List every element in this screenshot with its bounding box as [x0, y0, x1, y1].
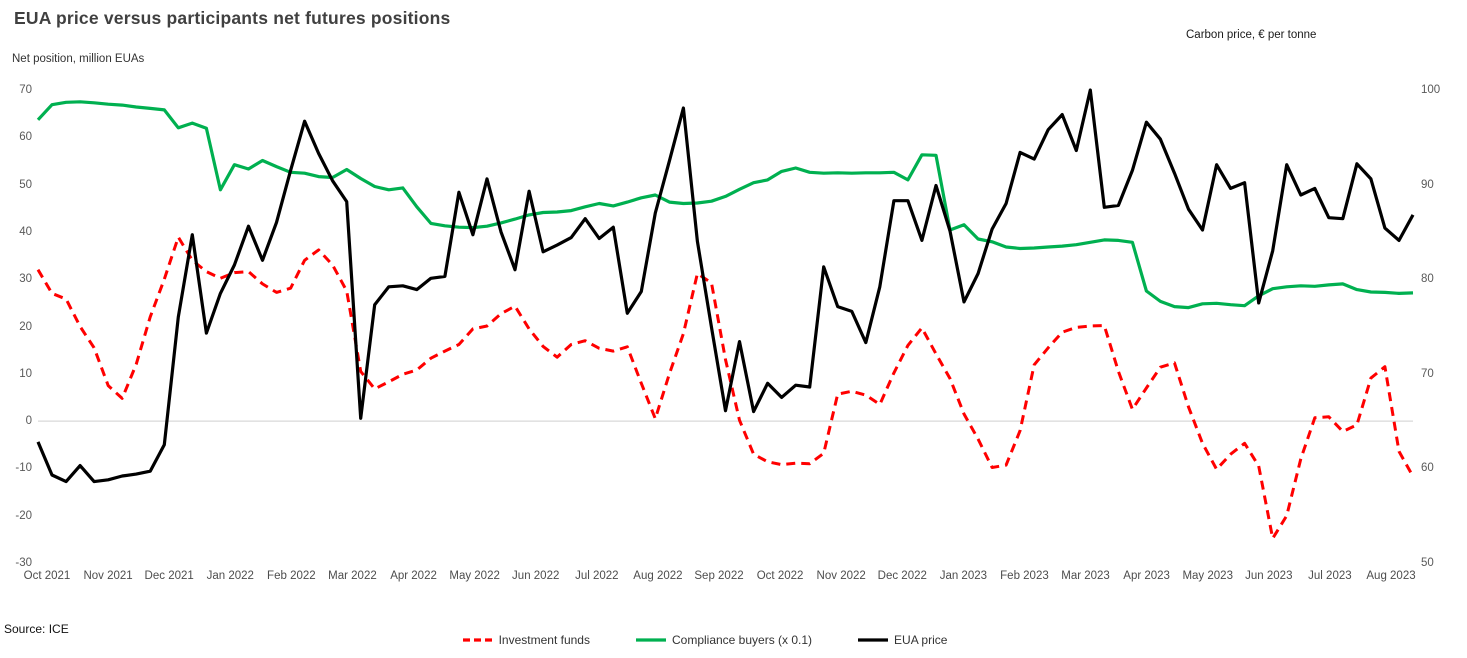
chart-title: EUA price versus participants net future… [14, 8, 451, 28]
legend-label: Investment funds [498, 633, 590, 647]
legend-swatch [858, 638, 889, 642]
x-label-apr-2022: Apr 2022 [390, 570, 437, 582]
left-axis-title: Net position, million EUAs [12, 53, 145, 65]
right-tick-60: 60 [1421, 462, 1434, 475]
right-tick-50: 50 [1421, 557, 1434, 569]
x-label-apr-2023: Apr 2023 [1123, 570, 1170, 582]
x-label-aug-2023: Aug 2023 [1366, 570, 1416, 582]
x-label-may-2023: May 2023 [1182, 570, 1233, 582]
x-label-may-2022: May 2022 [449, 570, 500, 582]
x-label-feb-2023: Feb 2023 [1000, 570, 1049, 582]
right-tick-80: 80 [1421, 273, 1434, 286]
x-label-feb-2022: Feb 2022 [267, 570, 316, 582]
x-label-jan-2022: Jan 2022 [206, 570, 254, 582]
investment-funds-line [36, 235, 1415, 540]
x-label-aug-2022: Aug 2022 [633, 570, 683, 582]
source-note: Source: ICE [4, 622, 69, 636]
left-tick-70: 70 [19, 84, 32, 96]
legend-label: Compliance buyers (x 0.1) [671, 633, 813, 647]
x-label-mar-2023: Mar 2023 [1061, 570, 1110, 582]
legend-swatch [635, 638, 666, 642]
left-tick--20: -20 [15, 509, 32, 522]
left-tick-30: 30 [19, 273, 32, 286]
x-label-oct-2021: Oct 2021 [23, 570, 71, 582]
x-label-mar-2022: Mar 2022 [328, 570, 377, 582]
x-label-nov-2022: Nov 2022 [816, 570, 866, 582]
right-axis-title: Carbon price, € per tonne [1186, 29, 1317, 41]
left-tick-60: 60 [19, 131, 32, 144]
x-label-nov-2021: Nov 2021 [83, 570, 133, 582]
left-tick--10: -10 [15, 462, 32, 475]
x-label-jul-2022: Jul 2022 [575, 570, 619, 582]
right-tick-90: 90 [1421, 178, 1434, 191]
legend-label: EUA price [894, 633, 948, 647]
left-tick-0: 0 [25, 415, 32, 428]
x-label-dec-2021: Dec 2021 [144, 570, 194, 582]
left-tick-40: 40 [19, 225, 32, 238]
x-label-jun-2023: Jun 2023 [1245, 570, 1293, 582]
legend: Investment funds Compliance buyers (x 0.1… [0, 633, 1410, 647]
x-label-jan-2023: Jan 2023 [939, 570, 988, 582]
legend-item-compliance-buyers-x-0-1-: Compliance buyers (x 0.1) [635, 633, 813, 647]
left-tick-20: 20 [19, 320, 32, 333]
left-tick--30: -30 [15, 557, 32, 569]
eua-price-line [36, 88, 1415, 484]
x-label-oct-2022: Oct 2022 [756, 570, 804, 582]
legend-item-investment-funds: Investment funds [462, 633, 590, 647]
compliance-buyers-x-0-1--line [36, 100, 1414, 310]
right-tick-100: 100 [1421, 84, 1441, 96]
left-tick-10: 10 [19, 367, 32, 380]
legend-item-eua-price: EUA price [858, 633, 947, 647]
x-label-jul-2023: Jul 2023 [1308, 570, 1352, 582]
x-label-dec-2022: Dec 2022 [877, 570, 927, 582]
legend-swatch [462, 638, 493, 642]
left-tick-50: 50 [19, 178, 32, 191]
right-tick-70: 70 [1421, 367, 1434, 380]
x-label-sep-2022: Sep 2022 [694, 570, 744, 582]
x-label-jun-2022: Jun 2022 [512, 570, 560, 582]
